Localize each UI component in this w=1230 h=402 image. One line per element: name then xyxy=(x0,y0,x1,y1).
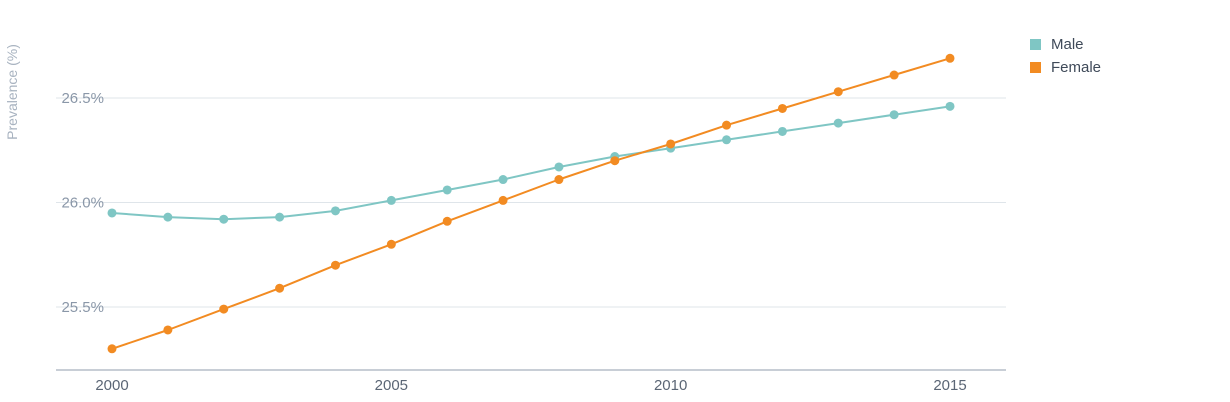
data-point-female xyxy=(498,195,508,205)
data-point-male xyxy=(219,214,229,224)
data-point-male xyxy=(889,110,899,120)
series-line-male xyxy=(111,105,951,221)
x-tick-label: 2010 xyxy=(654,377,687,394)
data-point-male xyxy=(945,101,955,111)
data-point-male xyxy=(275,212,285,222)
legend-swatch-male xyxy=(1030,39,1041,50)
data-point-female xyxy=(833,87,843,97)
data-points xyxy=(107,53,955,354)
legend-swatch-female xyxy=(1030,62,1041,73)
data-point-female xyxy=(386,239,396,249)
legend-label-male: Male xyxy=(1051,36,1084,53)
data-point-male xyxy=(330,206,340,216)
data-point-female xyxy=(554,175,564,185)
data-point-male xyxy=(498,175,508,185)
data-point-female xyxy=(610,156,620,166)
y-tick-label: 26.5% xyxy=(61,90,104,107)
data-point-male xyxy=(107,208,117,218)
legend-item-female[interactable]: Female xyxy=(1030,56,1101,79)
chart-legend: Male Female xyxy=(1030,33,1101,79)
x-tick-label: 2015 xyxy=(933,377,966,394)
legend-item-male[interactable]: Male xyxy=(1030,33,1101,56)
data-point-female xyxy=(330,260,340,270)
series-line-female xyxy=(111,57,951,350)
data-point-female xyxy=(219,304,229,314)
x-axis-tick-labels: 2000 2005 2010 2015 xyxy=(95,377,966,394)
data-point-male xyxy=(722,135,732,145)
data-point-male xyxy=(442,185,452,195)
x-tick-label: 2000 xyxy=(95,377,128,394)
y-tick-label: 26.0% xyxy=(61,195,104,212)
data-point-female xyxy=(889,70,899,80)
data-point-female xyxy=(275,283,285,293)
series-lines xyxy=(111,57,951,350)
data-point-female xyxy=(107,344,117,354)
y-tick-label: 25.5% xyxy=(61,299,104,316)
data-point-female xyxy=(945,53,955,63)
x-tick-label: 2005 xyxy=(375,377,408,394)
y-axis-title: Prevalence (%) xyxy=(4,44,20,140)
grid-lines xyxy=(56,97,1006,308)
legend-label-female: Female xyxy=(1051,59,1102,76)
data-point-female xyxy=(442,216,452,226)
data-point-male xyxy=(833,118,843,128)
data-point-female xyxy=(777,103,787,113)
data-point-male xyxy=(163,212,173,222)
data-point-male xyxy=(386,195,396,205)
data-point-female xyxy=(163,325,173,335)
data-point-male xyxy=(777,126,787,136)
data-point-male xyxy=(554,162,564,172)
data-point-female xyxy=(722,120,732,130)
y-axis-tick-labels: 25.5% 26.0% 26.5% xyxy=(61,90,104,316)
data-point-female xyxy=(666,139,676,149)
